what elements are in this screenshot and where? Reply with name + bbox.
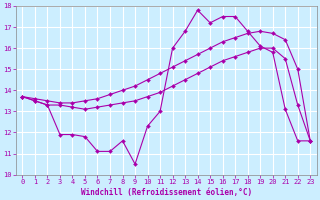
X-axis label: Windchill (Refroidissement éolien,°C): Windchill (Refroidissement éolien,°C)	[81, 188, 252, 197]
